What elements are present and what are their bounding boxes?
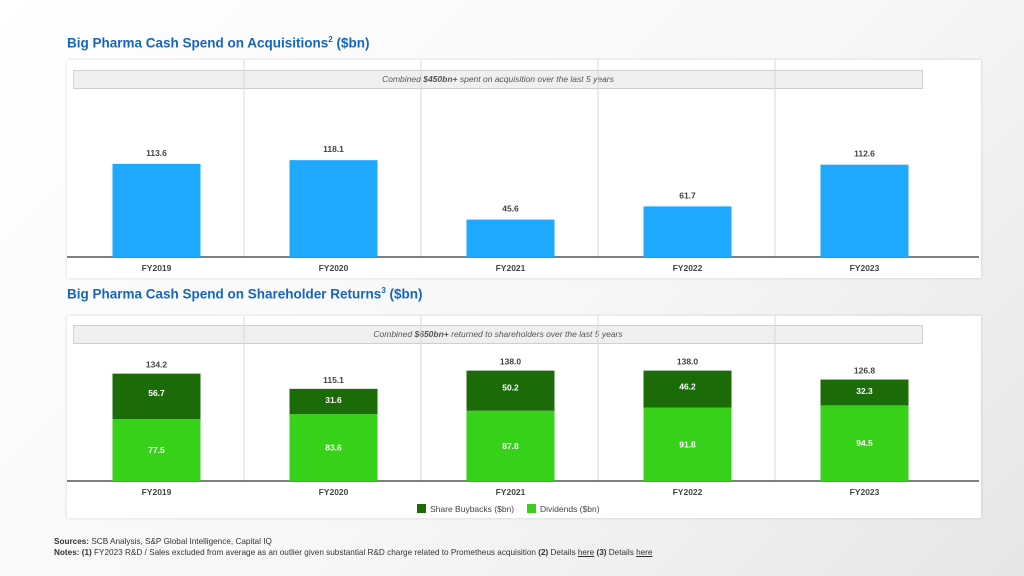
buybacks-bar-fy2022 — [643, 370, 732, 408]
bar-fy2019 — [112, 163, 201, 257]
acquisitions-banner: Combined $450bn+ spent on acquisition ov… — [73, 70, 923, 89]
x-tick-label: FY2023 — [850, 487, 880, 497]
legend-label-buybacks: Share Buybacks ($bn) — [430, 504, 514, 514]
legend-label-dividends: Dividends ($bn) — [540, 504, 600, 514]
data-label: 118.1 — [323, 144, 344, 154]
buybacks-bar-fy2019 — [112, 373, 201, 419]
dividends-label: 91.8 — [679, 439, 696, 449]
x-tick-label: FY2019 — [142, 487, 172, 497]
dividends-label: 83.6 — [325, 443, 342, 453]
x-tick-label: FY2023 — [850, 263, 880, 273]
x-tick-label: FY2019 — [142, 263, 172, 273]
dividends-bar-fy2019 — [112, 419, 201, 481]
bar-fy2022 — [643, 206, 732, 257]
data-label: 112.6 — [854, 149, 875, 159]
total-label: 138.0 — [677, 357, 699, 367]
note2-details-link[interactable]: here — [577, 548, 595, 557]
buybacks-label: 46.2 — [679, 381, 696, 391]
buybacks-bar-fy2020 — [289, 388, 378, 415]
x-tick-label: FY2022 — [673, 487, 703, 497]
returns-chart-panel: Combined $650bn+ returned to shareholder… — [67, 316, 981, 518]
x-tick-label: FY2021 — [496, 263, 526, 273]
buybacks-label: 31.6 — [325, 395, 342, 405]
x-tick-label: FY2022 — [673, 263, 703, 273]
buybacks-label: 50.2 — [502, 383, 519, 393]
data-label: 61.7 — [679, 190, 696, 200]
returns-chart-title: Big Pharma Cash Spend on Shareholder Ret… — [67, 286, 423, 302]
acquisitions-chart-title: Big Pharma Cash Spend on Acquisitions2 (… — [67, 35, 370, 51]
bar-fy2020 — [289, 160, 378, 257]
total-label: 134.2 — [146, 360, 168, 370]
dividends-bar-fy2021 — [466, 410, 555, 481]
dividends-label: 77.5 — [148, 445, 165, 455]
dividends-label: 94.5 — [856, 438, 873, 448]
sources-line: Sources: SCB Analysis, S&P Global Intell… — [54, 537, 272, 546]
note3-details-link[interactable]: here — [636, 548, 653, 557]
total-label: 138.0 — [500, 357, 522, 367]
dividends-label: 87.8 — [502, 441, 519, 451]
buybacks-bar-fy2023 — [820, 379, 909, 406]
notes-line: Notes: (1) FY2023 R&D / Sales excluded f… — [54, 548, 653, 557]
legend-swatch-buybacks — [417, 504, 426, 513]
buybacks-bar-fy2021 — [466, 370, 555, 411]
dividends-bar-fy2023 — [820, 405, 909, 481]
x-tick-label: FY2020 — [319, 263, 349, 273]
data-label: 113.6 — [146, 148, 167, 158]
acquisitions-chart: 113.6 FY2019 118.1 FY2020 45.6 FY2021 61.7 FY20… — [67, 60, 979, 273]
legend-swatch-dividends — [527, 504, 536, 513]
returns-chart: 77.5 56.7 134.2 FY2019 83.6 31.6 115.1 FY2020 87… — [67, 316, 979, 514]
x-tick-label: FY2020 — [319, 487, 349, 497]
buybacks-label: 32.3 — [856, 386, 873, 396]
buybacks-label: 56.7 — [148, 388, 165, 398]
dividends-bar-fy2020 — [289, 414, 378, 481]
dividends-bar-fy2022 — [643, 407, 732, 481]
acquisitions-chart-panel: Combined $450bn+ spent on acquisition ov… — [67, 60, 981, 278]
bar-fy2021 — [466, 219, 555, 257]
bar-fy2023 — [820, 164, 909, 257]
data-label: 45.6 — [502, 204, 519, 214]
x-tick-label: FY2021 — [496, 487, 526, 497]
total-label: 115.1 — [323, 375, 344, 385]
total-label: 126.8 — [854, 366, 876, 376]
returns-banner: Combined $650bn+ returned to shareholder… — [73, 325, 923, 344]
